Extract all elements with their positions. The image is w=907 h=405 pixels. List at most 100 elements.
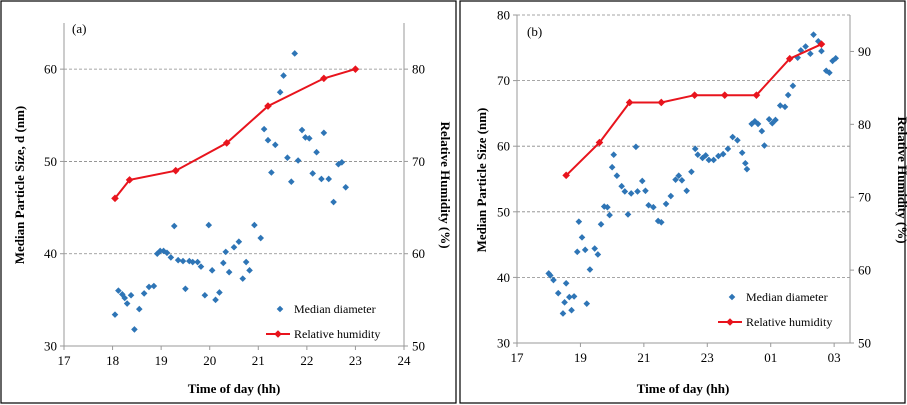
relative-humidity-point xyxy=(752,91,761,99)
panel-b: 17 19 21 23 01 03 30 40 50 60 70 80 50 60 70 80 90 (b)… xyxy=(474,8,907,397)
median-diameter-point xyxy=(550,276,557,284)
median-diameter-point xyxy=(115,287,122,294)
panel-a-legend-line-marker xyxy=(274,330,282,338)
panel-a-y2-axis-title: Relative Humidity (%) xyxy=(438,121,453,248)
median-diameter-point xyxy=(568,306,575,314)
median-diameter-point xyxy=(222,248,230,256)
x-tick-label: 24 xyxy=(398,353,412,368)
y-tick-label: 40 xyxy=(497,270,510,285)
median-diameter-point xyxy=(627,190,635,197)
median-diameter-point xyxy=(127,291,135,299)
median-diameter-point xyxy=(691,145,699,153)
relative-humidity-point xyxy=(817,40,826,48)
median-diameter-point xyxy=(734,136,741,144)
median-diameter-point xyxy=(578,234,586,241)
median-diameter-point xyxy=(230,243,238,251)
median-diameter-point xyxy=(583,300,591,307)
panel-b-y-axis-title: Median Particle Size (nm) xyxy=(474,108,489,253)
x-tick-label: 21 xyxy=(252,353,265,368)
median-diameter-point xyxy=(776,102,784,109)
median-diameter-point xyxy=(197,263,205,270)
median-diameter-point xyxy=(781,103,789,111)
panel-b-legend-line-marker xyxy=(726,318,734,326)
median-diameter-point xyxy=(135,305,143,313)
relative-humidity-point xyxy=(785,54,794,63)
median-diameter-point xyxy=(330,198,337,206)
panel-a-relative-humidity-series xyxy=(111,65,360,203)
relative-humidity-point xyxy=(351,65,360,73)
y-tick-label: 30 xyxy=(44,339,57,354)
median-diameter-point xyxy=(754,120,762,128)
median-diameter-point xyxy=(742,159,749,167)
median-diameter-point xyxy=(765,116,773,123)
median-diameter-point xyxy=(772,116,779,124)
median-diameter-point xyxy=(216,289,223,296)
median-diameter-point xyxy=(235,238,243,246)
median-diameter-point xyxy=(621,188,629,195)
x-tick-label: 19 xyxy=(574,350,587,365)
median-diameter-point xyxy=(789,82,797,90)
panel-b-x-ticks: 17 19 21 23 01 03 xyxy=(511,343,841,365)
x-tick-label: 23 xyxy=(349,353,362,368)
median-diameter-point xyxy=(150,282,158,290)
median-diameter-point xyxy=(715,152,722,160)
median-diameter-point xyxy=(160,247,167,255)
median-diameter-point xyxy=(559,310,567,317)
relative-humidity-point xyxy=(125,176,134,184)
median-diameter-point xyxy=(761,142,768,149)
median-diameter-point xyxy=(123,300,131,307)
panel-a-border xyxy=(0,0,457,404)
y-tick-label: 50 xyxy=(44,154,57,169)
median-diameter-point xyxy=(758,127,766,135)
relative-humidity-point xyxy=(320,74,328,83)
median-diameter-point xyxy=(111,311,119,318)
median-diameter-point xyxy=(826,69,833,77)
x-tick-label: 18 xyxy=(106,353,119,368)
median-diameter-point xyxy=(738,149,746,157)
median-diameter-point xyxy=(325,175,333,183)
panel-b-legend: Median diameter Relative humidity xyxy=(718,290,832,329)
median-diameter-point xyxy=(291,50,299,57)
relative-humidity-point xyxy=(625,98,634,107)
median-diameter-point xyxy=(554,289,562,297)
median-diameter-point xyxy=(121,294,129,302)
median-diameter-point xyxy=(260,125,268,133)
median-diameter-point xyxy=(186,257,193,265)
median-diameter-point xyxy=(566,293,573,301)
panel-a-label: (a) xyxy=(72,21,86,36)
median-diameter-point xyxy=(784,91,792,99)
median-diameter-point xyxy=(683,187,690,195)
median-diameter-point xyxy=(743,165,751,173)
median-diameter-point xyxy=(313,148,320,156)
relative-humidity-point xyxy=(222,139,231,147)
median-diameter-point xyxy=(645,201,652,209)
y-tick-label: 50 xyxy=(497,204,510,219)
x-tick-label: 01 xyxy=(764,350,777,365)
median-diameter-point xyxy=(594,251,602,258)
y2-tick-label: 80 xyxy=(412,62,425,77)
median-diameter-point xyxy=(672,176,679,183)
panel-b-y2-axis-title: Relative Humidity (%) xyxy=(895,116,907,243)
median-diameter-point xyxy=(610,151,618,159)
y-tick-label: 60 xyxy=(497,139,510,154)
relative-humidity-point xyxy=(562,171,570,180)
median-diameter-point xyxy=(145,283,153,291)
median-diameter-point xyxy=(294,157,302,164)
median-diameter-point xyxy=(257,234,265,242)
panel-b-border xyxy=(459,0,906,404)
median-diameter-point xyxy=(608,163,616,171)
median-diameter-point xyxy=(163,249,171,257)
median-diameter-point xyxy=(575,218,583,225)
panel-b-label: (b) xyxy=(527,24,542,39)
panel-a-x-ticks: 17 18 19 20 21 22 23 24 xyxy=(58,346,412,368)
panel-a: 17 18 19 20 21 22 23 24 30 40 50 60 50 60 70 80 (a) T… xyxy=(12,21,453,396)
panel-a-y-axis-title: Median Particle Size, d (nm) xyxy=(12,106,27,265)
median-diameter-point xyxy=(719,150,727,158)
relative-humidity-point xyxy=(657,98,666,107)
x-tick-label: 21 xyxy=(637,350,650,365)
median-diameter-point xyxy=(174,256,182,264)
median-diameter-point xyxy=(618,182,625,190)
panel-a-legend: Median diameter Relative humidity xyxy=(266,302,380,341)
median-diameter-point xyxy=(613,172,621,180)
